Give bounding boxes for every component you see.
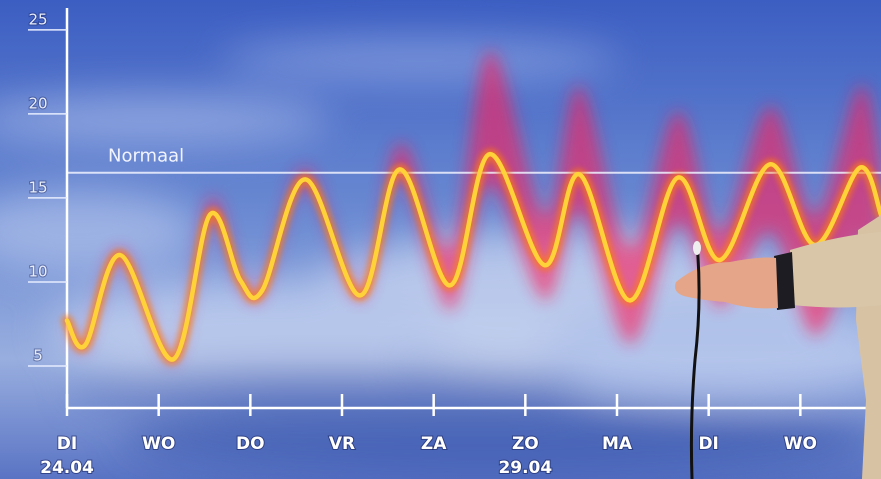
x-tick-label: DO [236, 434, 265, 454]
microphone [693, 241, 701, 255]
x-tick-label: MA [602, 434, 633, 454]
x-tick-label: WO [784, 434, 817, 454]
x-tick-label: ZO [512, 434, 539, 454]
x-tick-label: ZA [421, 434, 447, 454]
y-tick-label: 20 [28, 94, 47, 112]
y-tick-label: 25 [28, 10, 47, 28]
weather-chart: 5 10 15 20 25 DI WO DO VR ZA ZO MA DI WO 24.04 29.04 No… [0, 0, 881, 479]
y-tick-label: 10 [28, 262, 47, 280]
reference-label: Normaal [108, 146, 184, 167]
x-tick-label: DI [57, 434, 77, 454]
date-label: 24.04 [40, 458, 94, 478]
x-tick-label: WO [142, 434, 175, 454]
page: 5 10 15 20 25 DI WO DO VR ZA ZO MA DI WO 24.04 29.04 No… [0, 0, 881, 479]
x-tick-label: VR [329, 434, 355, 454]
x-tick-label: DI [698, 434, 718, 454]
date-label: 29.04 [498, 458, 552, 478]
y-tick-label: 5 [33, 346, 43, 364]
y-tick-label: 15 [28, 178, 47, 196]
